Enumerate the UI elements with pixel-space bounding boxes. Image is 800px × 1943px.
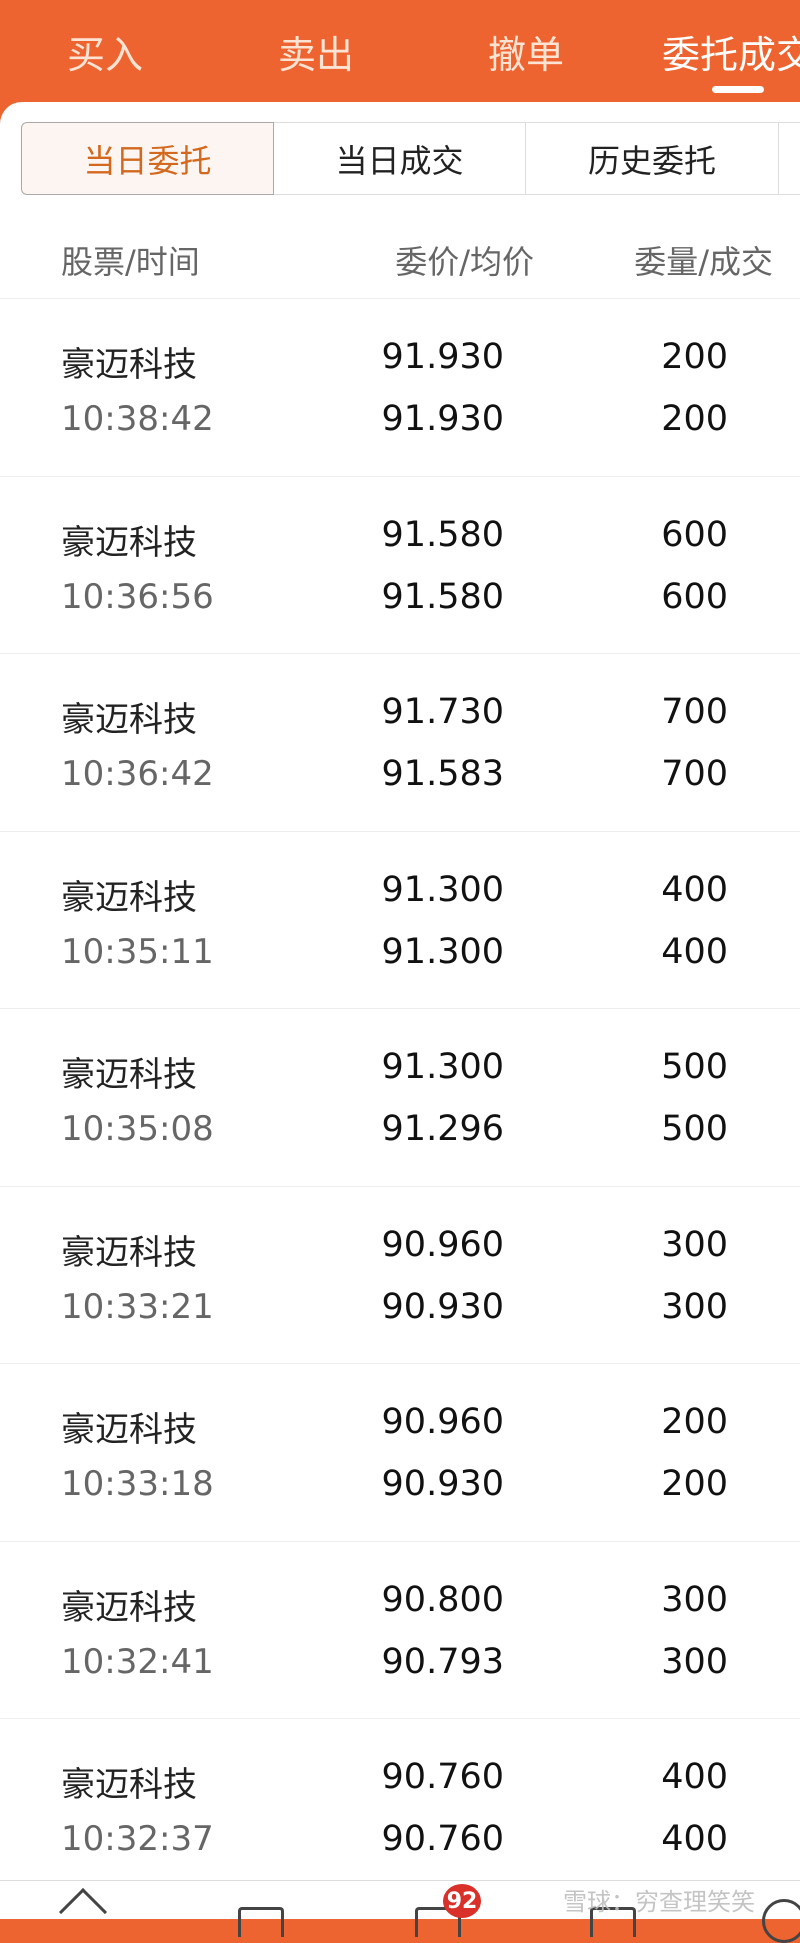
stock-name: 豪迈科技 — [61, 1055, 197, 1095]
order-time: 10:36:56 — [61, 576, 214, 617]
order-price: 90.960 — [381, 1224, 504, 1265]
order-row[interactable]: 豪迈科技 10:36:42 91.730 91.583 700 700 — [0, 653, 800, 831]
subtab-history-orders[interactable]: 历史委托 — [526, 122, 779, 195]
order-time: 10:32:41 — [61, 1641, 214, 1682]
order-row[interactable]: 豪迈科技 10:35:11 91.300 91.300 400 400 — [0, 830, 800, 1009]
stock-name: 豪迈科技 — [61, 877, 197, 918]
content-panel: 当日委托 当日成交 历史委托 股票/时间 委价/均价 委量/成交 豪迈科技 10:… — [0, 102, 800, 1919]
order-time: 10:38:42 — [61, 399, 214, 439]
order-qty: 700 — [661, 692, 728, 732]
order-time: 10:35:08 — [61, 1109, 214, 1149]
subtab-more[interactable] — [779, 122, 800, 195]
stock-name: 豪迈科技 — [61, 1232, 197, 1273]
home-icon[interactable] — [58, 1887, 108, 1937]
avg-price: 90.760 — [381, 1819, 504, 1859]
order-row[interactable]: 豪迈科技 10:32:37 90.760 90.760 400 400 — [0, 1718, 800, 1896]
avg-price: 91.580 — [381, 576, 504, 617]
avg-price: 90.793 — [381, 1641, 504, 1682]
filled-qty: 300 — [661, 1641, 728, 1682]
avg-price: 91.300 — [381, 931, 504, 972]
notification-badge: 92 — [443, 1884, 481, 1918]
tab-sell[interactable]: 卖出 — [277, 33, 355, 77]
avg-price: 90.930 — [381, 1464, 504, 1504]
filled-qty: 400 — [661, 1819, 728, 1859]
active-tab-indicator — [712, 86, 764, 93]
filled-qty: 400 — [661, 931, 728, 972]
filled-qty: 200 — [661, 1464, 728, 1504]
tab-cancel[interactable]: 撤单 — [487, 33, 565, 77]
order-qty: 200 — [661, 337, 728, 377]
order-qty: 400 — [661, 869, 728, 910]
top-tab-bar: 买入 卖出 撤单 委托成交 — [0, 0, 800, 110]
order-time: 10:36:42 — [61, 754, 214, 794]
avg-price: 91.583 — [381, 754, 504, 794]
order-price: 91.300 — [381, 1047, 504, 1087]
order-qty: 200 — [661, 1402, 728, 1442]
order-price: 91.930 — [381, 337, 504, 377]
order-price: 90.760 — [381, 1757, 504, 1797]
stock-name: 豪迈科技 — [61, 1765, 197, 1805]
order-row[interactable]: 豪迈科技 10:35:08 91.300 91.296 500 500 — [0, 1008, 800, 1186]
stock-name: 豪迈科技 — [61, 700, 197, 740]
stock-name: 豪迈科技 — [61, 1410, 197, 1450]
stock-name: 豪迈科技 — [61, 345, 197, 385]
order-price: 90.960 — [381, 1402, 504, 1442]
order-qty: 400 — [661, 1757, 728, 1797]
chevron-up-circle-icon[interactable] — [762, 1899, 800, 1943]
tab-buy[interactable]: 买入 — [66, 33, 144, 77]
order-price: 91.730 — [381, 692, 504, 732]
order-qty: 300 — [661, 1579, 728, 1620]
order-price: 91.580 — [381, 514, 504, 555]
filled-qty: 600 — [661, 576, 728, 617]
order-row[interactable]: 豪迈科技 10:38:42 91.930 91.930 200 200 — [0, 298, 800, 476]
order-price: 90.800 — [381, 1579, 504, 1620]
avg-price: 91.930 — [381, 399, 504, 439]
avg-price: 90.930 — [381, 1286, 504, 1327]
tab-orders-trades[interactable]: 委托成交 — [661, 33, 800, 77]
subtab-today-orders[interactable]: 当日委托 — [21, 122, 274, 195]
order-row[interactable]: 豪迈科技 10:33:18 90.960 90.930 200 200 — [0, 1363, 800, 1541]
filled-qty: 700 — [661, 754, 728, 794]
col-header-price: 委价/均价 — [395, 243, 534, 281]
watermark: 雪球：穷查理笑笑 — [563, 1888, 755, 1916]
stock-name: 豪迈科技 — [61, 1587, 197, 1628]
order-row[interactable]: 豪迈科技 10:33:21 90.960 90.930 300 300 — [0, 1185, 800, 1364]
order-time: 10:35:11 — [61, 931, 214, 972]
stock-name: 豪迈科技 — [61, 522, 197, 563]
order-row[interactable]: 豪迈科技 10:36:56 91.580 91.580 600 600 — [0, 475, 800, 654]
subtab-today-trades[interactable]: 当日成交 — [274, 122, 526, 195]
filled-qty: 500 — [661, 1109, 728, 1149]
order-time: 10:32:37 — [61, 1819, 214, 1859]
square-icon[interactable] — [238, 1907, 284, 1937]
order-time: 10:33:18 — [61, 1464, 214, 1504]
col-header-stock-time: 股票/时间 — [61, 243, 200, 281]
avg-price: 91.296 — [381, 1109, 504, 1149]
order-price: 91.300 — [381, 869, 504, 910]
order-time: 10:33:21 — [61, 1286, 214, 1327]
filled-qty: 300 — [661, 1286, 728, 1327]
order-qty: 600 — [661, 514, 728, 555]
order-qty: 300 — [661, 1224, 728, 1265]
order-qty: 500 — [661, 1047, 728, 1087]
col-header-qty: 委量/成交 — [634, 243, 773, 281]
order-row[interactable]: 豪迈科技 10:32:41 90.800 90.793 300 300 — [0, 1540, 800, 1719]
filled-qty: 200 — [661, 399, 728, 439]
